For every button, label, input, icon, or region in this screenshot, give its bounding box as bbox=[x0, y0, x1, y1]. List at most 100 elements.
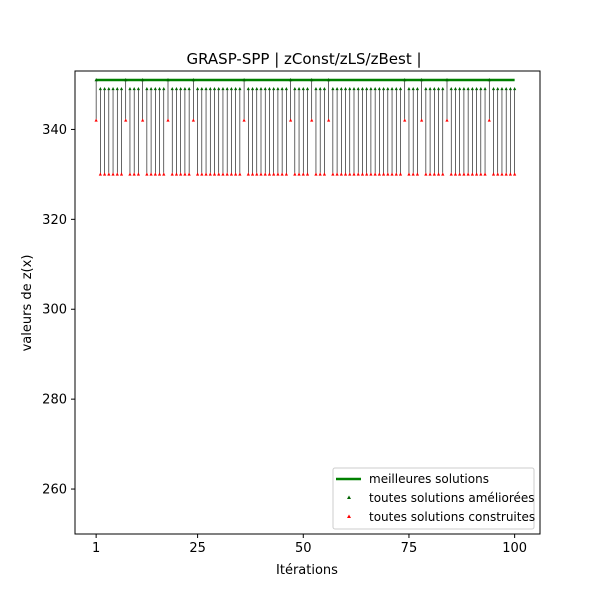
improved-point bbox=[179, 86, 183, 91]
improved-point bbox=[255, 86, 259, 91]
improved-point bbox=[373, 86, 377, 91]
x-tick-label: 25 bbox=[189, 541, 206, 556]
constructed-point bbox=[272, 172, 276, 176]
y-tick-label: 340 bbox=[42, 123, 67, 138]
y-tick-label: 300 bbox=[42, 303, 67, 318]
improved-point bbox=[432, 86, 436, 91]
constructed-point bbox=[179, 172, 183, 176]
constructed-point bbox=[187, 172, 191, 176]
improved-point bbox=[293, 86, 297, 91]
constructed-point bbox=[314, 172, 318, 176]
constructed-point bbox=[415, 172, 420, 176]
improved-point bbox=[183, 86, 187, 91]
constructed-point bbox=[98, 172, 102, 176]
improved-point bbox=[453, 86, 458, 91]
improved-point bbox=[504, 86, 508, 91]
constructed-point bbox=[149, 172, 153, 176]
y-tick-label: 320 bbox=[42, 213, 67, 228]
improved-point bbox=[272, 86, 276, 91]
constructed-point bbox=[470, 172, 474, 176]
constructed-point bbox=[453, 172, 458, 176]
constructed-point bbox=[365, 172, 369, 176]
improved-point bbox=[225, 86, 229, 91]
constructed-point bbox=[276, 172, 280, 176]
plot-frame bbox=[74, 70, 541, 535]
constructed-point bbox=[398, 172, 403, 176]
improved-point bbox=[381, 86, 386, 91]
improved-point bbox=[297, 86, 301, 91]
improved-point bbox=[238, 86, 242, 91]
improved-point bbox=[166, 77, 170, 82]
constructed-point bbox=[322, 172, 327, 176]
improved-point bbox=[288, 77, 293, 82]
improved-point bbox=[339, 86, 343, 91]
constructed-point bbox=[491, 172, 496, 176]
improved-point bbox=[483, 86, 487, 91]
x-axis-label: Itérations bbox=[276, 563, 338, 578]
constructed-point bbox=[445, 118, 449, 122]
improved-point bbox=[124, 77, 128, 82]
improved-point bbox=[327, 77, 331, 82]
y-tick-label: 260 bbox=[42, 483, 67, 498]
constructed-point bbox=[420, 118, 424, 122]
improved-point bbox=[428, 86, 432, 91]
constructed-point bbox=[432, 172, 436, 176]
constructed-point bbox=[183, 172, 187, 176]
constructed-point bbox=[238, 172, 242, 176]
constructed-point bbox=[462, 172, 466, 176]
improved-point bbox=[191, 77, 195, 82]
constructed-point bbox=[259, 172, 263, 176]
constructed-point bbox=[504, 172, 508, 176]
improved-point bbox=[377, 86, 381, 91]
constructed-point bbox=[356, 172, 360, 176]
constructed-point bbox=[246, 172, 250, 176]
constructed-point bbox=[102, 172, 107, 176]
constructed-point bbox=[124, 118, 128, 122]
improved-point bbox=[128, 86, 132, 91]
constructed-point bbox=[174, 172, 179, 176]
improved-point bbox=[449, 86, 453, 91]
improved-point bbox=[331, 86, 335, 91]
constructed-point bbox=[284, 172, 288, 176]
legend-constructed-marker bbox=[347, 514, 351, 518]
improved-point bbox=[162, 86, 166, 91]
improved-point bbox=[98, 86, 102, 91]
constructed-point bbox=[318, 172, 322, 176]
improved-point bbox=[365, 86, 369, 91]
chart-title: GRASP-SPP | zConst/zLS/zBest | bbox=[186, 50, 421, 68]
improved-point bbox=[343, 86, 348, 91]
constructed-point bbox=[267, 172, 272, 176]
constructed-point bbox=[166, 118, 170, 122]
improved-point bbox=[250, 86, 255, 91]
improved-point bbox=[407, 86, 411, 91]
improved-point bbox=[149, 86, 153, 91]
constructed-point bbox=[310, 118, 314, 122]
improved-point bbox=[318, 86, 322, 91]
improved-point bbox=[212, 86, 217, 91]
constructed-point bbox=[305, 172, 310, 176]
constructed-point bbox=[280, 172, 284, 176]
improved-point bbox=[242, 77, 246, 82]
constructed-point bbox=[217, 172, 221, 176]
improved-point bbox=[221, 86, 225, 91]
improved-point bbox=[301, 86, 305, 91]
constructed-point bbox=[157, 172, 162, 176]
improved-point bbox=[102, 86, 107, 91]
constructed-point bbox=[339, 172, 343, 176]
improved-point bbox=[217, 86, 221, 91]
constructed-point bbox=[242, 118, 246, 122]
constructed-point bbox=[250, 172, 255, 176]
improved-point bbox=[394, 86, 398, 91]
improved-point bbox=[259, 86, 263, 91]
constructed-point bbox=[111, 172, 115, 176]
constructed-point bbox=[436, 172, 441, 176]
improved-point bbox=[445, 77, 449, 82]
improved-point bbox=[145, 86, 149, 91]
constructed-point bbox=[94, 118, 98, 122]
constructed-point bbox=[483, 172, 487, 176]
constructed-point bbox=[212, 172, 217, 176]
improved-point bbox=[369, 86, 373, 91]
constructed-point bbox=[352, 172, 356, 176]
improved-point bbox=[284, 86, 288, 91]
constructed-point bbox=[496, 172, 500, 176]
